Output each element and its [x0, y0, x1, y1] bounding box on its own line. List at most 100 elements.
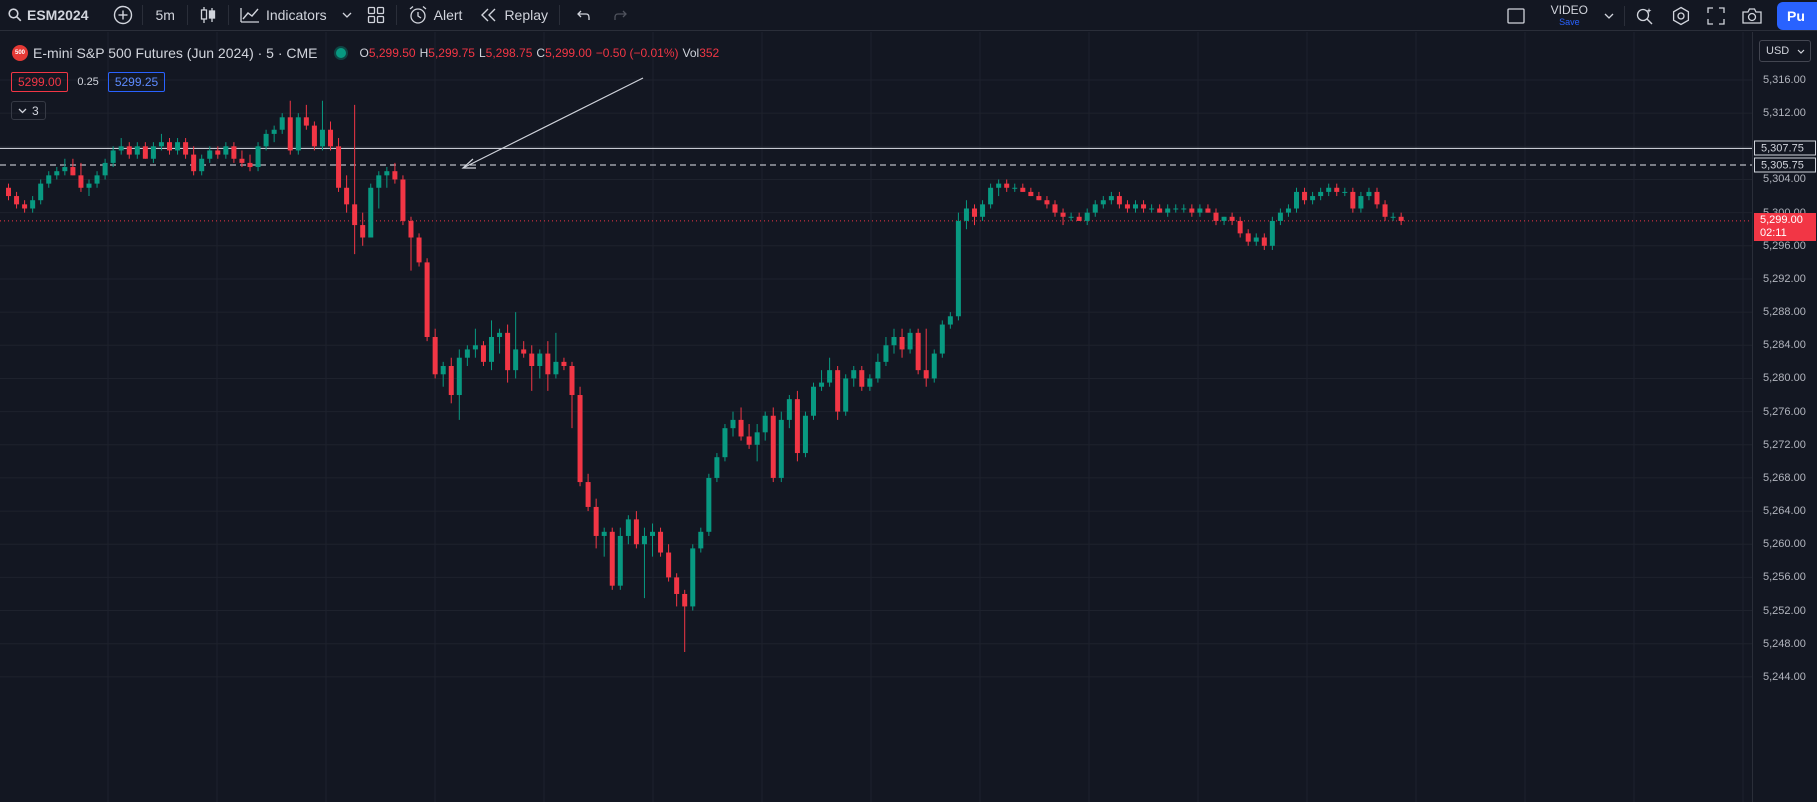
- candle: [54, 167, 60, 180]
- candle-body: [1060, 212, 1066, 217]
- candle: [778, 411, 784, 483]
- toolbar-divider: [395, 5, 397, 25]
- market-open-indicator[interactable]: [335, 48, 346, 58]
- candle-body: [569, 366, 575, 396]
- video-save-button[interactable]: VIDEO Save: [1543, 4, 1596, 28]
- toolbar-divider: [227, 5, 229, 25]
- settings-button[interactable]: [1663, 0, 1699, 31]
- candle-body: [328, 129, 333, 147]
- candle: [424, 258, 430, 342]
- snapshot-button[interactable]: [1733, 0, 1771, 31]
- candle-body: [939, 324, 945, 354]
- chart-type-button[interactable]: [190, 0, 226, 31]
- candle: [770, 407, 776, 483]
- candle-body: [1302, 191, 1308, 201]
- video-dropdown-button[interactable]: [1596, 0, 1622, 31]
- candle-body: [988, 187, 994, 205]
- candle: [601, 527, 607, 557]
- candle-body: [175, 142, 181, 151]
- candle: [1044, 196, 1050, 209]
- quick-search-button[interactable]: [1627, 0, 1663, 31]
- fullscreen-button[interactable]: [1699, 0, 1733, 31]
- redo-button[interactable]: [602, 0, 642, 31]
- fullscreen-toggle-button[interactable]: [1489, 0, 1543, 31]
- buy-price-button[interactable]: 5299.25: [107, 72, 166, 92]
- candle-body: [70, 167, 76, 176]
- candle: [819, 370, 825, 391]
- candle-body: [843, 378, 849, 412]
- axis-tick-label: 5,244.00: [1763, 670, 1806, 683]
- candle: [1028, 187, 1034, 197]
- layout-button[interactable]: [358, 0, 394, 31]
- candle-body: [1149, 208, 1155, 210]
- candle-body: [1294, 191, 1299, 209]
- candle: [38, 179, 44, 205]
- candlestick-chart[interactable]: [0, 32, 1752, 802]
- candle: [1052, 200, 1058, 217]
- candle-body: [1245, 233, 1251, 242]
- candle: [94, 171, 100, 188]
- candle-body: [802, 415, 808, 454]
- candle-body: [456, 357, 462, 396]
- candle-body: [303, 117, 309, 126]
- candle: [867, 374, 873, 391]
- indicators-collapse-button[interactable]: 3: [11, 101, 46, 120]
- candle-body: [650, 531, 655, 536]
- candle-body: [827, 370, 833, 383]
- horizontal-lines: [0, 147, 1752, 222]
- last-price-tag[interactable]: 5,299.00 02:11: [1754, 212, 1816, 241]
- compare-button[interactable]: [97, 0, 140, 31]
- candle-body: [883, 345, 889, 362]
- candle: [609, 527, 615, 590]
- alert-button[interactable]: Alert: [399, 0, 472, 31]
- candle-body: [384, 171, 390, 176]
- candle-body: [1133, 204, 1138, 209]
- candle-body: [770, 415, 776, 478]
- replay-button[interactable]: Replay: [471, 0, 557, 31]
- symbol-search-button[interactable]: ESM2024: [0, 0, 97, 31]
- trend-arrow[interactable]: [461, 77, 644, 169]
- chart-pane[interactable]: [0, 32, 1752, 802]
- expand-icon: [1707, 6, 1725, 25]
- candle: [1181, 204, 1187, 213]
- candle: [1253, 233, 1259, 246]
- candle: [650, 523, 655, 557]
- interval-button[interactable]: 5m: [155, 7, 175, 23]
- publish-button[interactable]: Pu: [1777, 1, 1817, 30]
- indicators-button[interactable]: Indicators: [231, 0, 336, 31]
- candle: [980, 200, 986, 221]
- candle-body: [529, 353, 535, 367]
- candle: [1004, 179, 1010, 192]
- undo-button[interactable]: [562, 0, 602, 31]
- camera-icon: [1742, 7, 1762, 24]
- candle-body: [352, 204, 358, 226]
- candle: [802, 411, 808, 458]
- instrument-title[interactable]: E-mini S&P 500 Futures (Jun 2024) · 5 · …: [33, 45, 318, 61]
- grid-layout-icon: [367, 6, 384, 24]
- candle: [440, 361, 446, 387]
- candle-body: [86, 183, 92, 188]
- currency-select[interactable]: USD: [1759, 40, 1811, 62]
- candle-body: [263, 133, 269, 147]
- line-price-tag[interactable]: 5,305.75: [1754, 157, 1816, 173]
- candle: [126, 142, 132, 159]
- candle-body: [311, 125, 317, 147]
- square-icon: [1507, 7, 1525, 24]
- candle-body: [424, 262, 430, 337]
- price-axis[interactable]: USD 5,316.005,312.005,308.005,304.005,30…: [1752, 32, 1817, 802]
- indicators-icon: [240, 8, 259, 23]
- candle: [456, 349, 462, 420]
- line-price-tag[interactable]: 5,307.75: [1754, 140, 1816, 156]
- candle-body: [1076, 216, 1082, 221]
- redo-icon: [614, 10, 627, 20]
- candle: [1374, 187, 1380, 209]
- candle: [1108, 191, 1114, 205]
- candle: [1366, 187, 1372, 201]
- sell-price-button[interactable]: 5299.00: [11, 72, 69, 92]
- toolbar-right-group: VIDEO Save Pu: [1489, 0, 1817, 31]
- candle-body: [1004, 183, 1010, 188]
- candle: [1197, 204, 1203, 217]
- candle: [1294, 187, 1299, 213]
- candle-body: [738, 419, 744, 437]
- indicators-dropdown-button[interactable]: [336, 0, 358, 31]
